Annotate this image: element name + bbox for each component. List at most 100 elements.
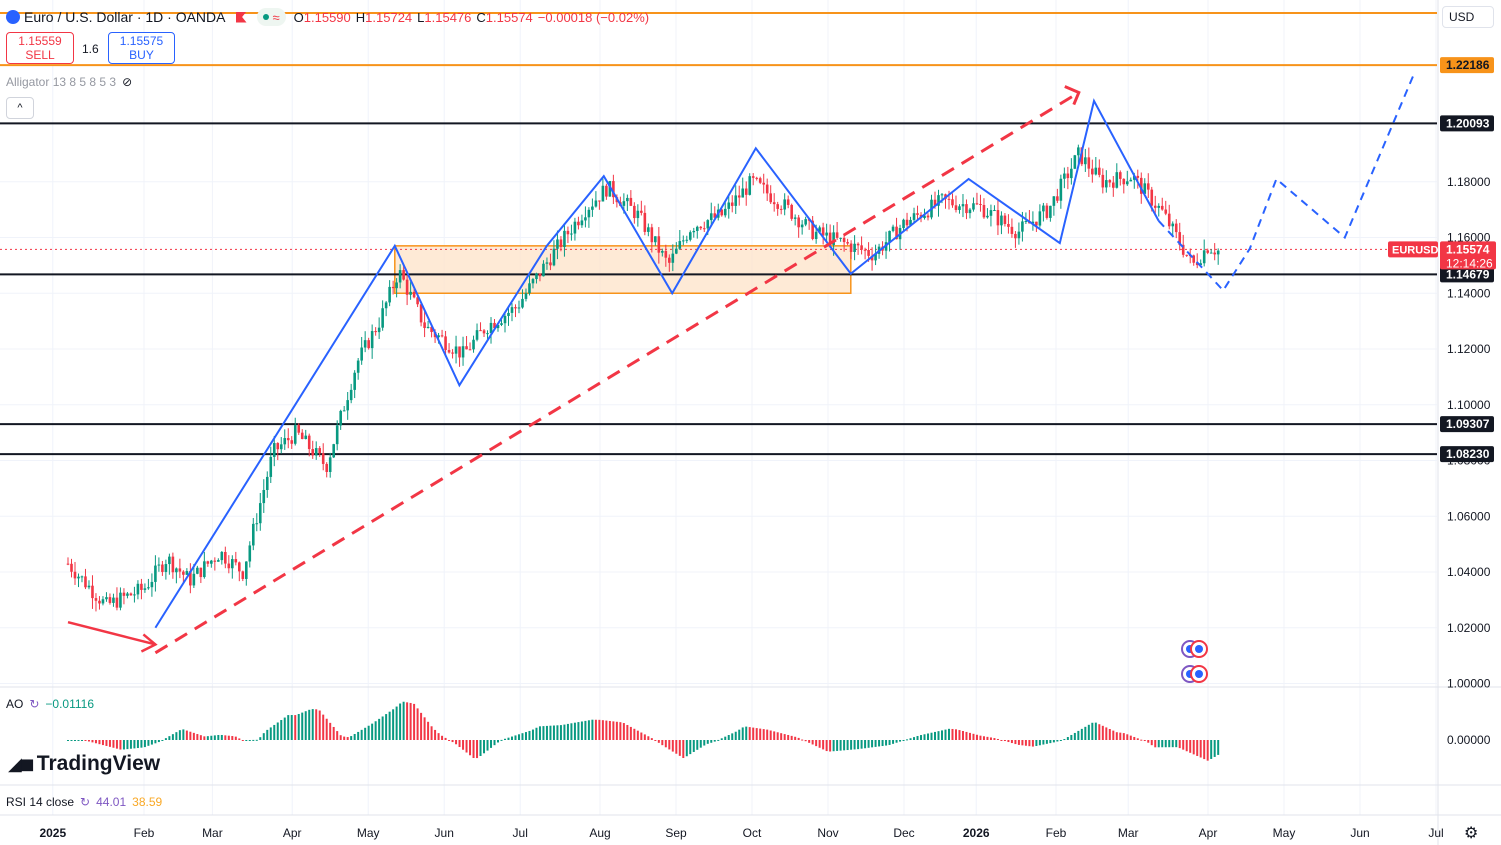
ao-bar (350, 736, 353, 740)
ao-bar (654, 740, 657, 741)
candle-body (1056, 196, 1059, 201)
y-tick-label: 1.12000 (1447, 342, 1491, 356)
ao-settings-icon[interactable]: ↻ (29, 697, 40, 711)
candle-body (1014, 233, 1017, 239)
sell-button[interactable]: 1.15559 SELL (6, 32, 74, 64)
ao-bar (1070, 734, 1073, 740)
candle-body (231, 559, 234, 569)
candle-body (909, 219, 912, 226)
ao-bar (115, 740, 118, 749)
candle-body (1000, 215, 1003, 226)
candle-body (346, 400, 349, 411)
y-tick-label: 1.00000 (1447, 677, 1491, 691)
rsi-settings-icon[interactable]: ↻ (80, 795, 91, 809)
candle-body (517, 307, 521, 309)
tradingview-mark-icon: ◢◼ (8, 753, 35, 774)
candle-body (503, 315, 507, 324)
flag-icon[interactable] (235, 11, 247, 23)
candle-body (1199, 263, 1203, 266)
ao-bar (196, 734, 199, 740)
trend-arrowhead (1064, 85, 1081, 106)
x-tick-label: Sep (665, 826, 687, 840)
candle-body (975, 203, 979, 205)
candle-body (986, 215, 989, 218)
candle-body (1010, 226, 1014, 234)
ao-bar (343, 736, 346, 740)
candle-body (430, 326, 433, 333)
ao-histogram (67, 701, 1220, 761)
ao-bar (1112, 730, 1115, 740)
ao-bar (885, 740, 888, 746)
ao-bar (304, 711, 307, 740)
candle-body (891, 226, 895, 231)
ao-bar (678, 740, 681, 756)
ao-bar (622, 723, 625, 740)
tradingview-logo[interactable]: ◢◼ TradingView (8, 752, 160, 776)
current-price-label: 1.15574 (1446, 242, 1490, 256)
candle-body (1150, 189, 1154, 206)
candle-body (842, 237, 846, 243)
ao-bar (1203, 740, 1206, 760)
eye-off-icon[interactable]: ⊘ (122, 75, 133, 89)
gear-icon[interactable]: ⚙ (1464, 825, 1479, 842)
candle-body (668, 257, 671, 263)
chevron-up-icon: ^ (17, 102, 23, 114)
ao-bar (87, 740, 90, 742)
candle-body (1181, 244, 1185, 255)
alligator-label: Alligator 13 8 5 8 5 3 (6, 75, 117, 89)
buy-button[interactable]: 1.15575 BUY (108, 32, 175, 64)
candle-body (192, 573, 196, 586)
ao-bar (521, 733, 524, 740)
ohlc-key: H (355, 9, 366, 25)
candle-body (535, 273, 538, 280)
market-status-pill[interactable]: ≈ (256, 8, 286, 26)
ao-bar (965, 731, 968, 740)
candle-body (1216, 250, 1220, 255)
ao-bar (727, 735, 730, 740)
ao-bar (1035, 740, 1038, 746)
ao-bar (692, 740, 695, 752)
zigzag-projection (1157, 75, 1415, 293)
ao-bar (643, 734, 646, 740)
ao-bar (996, 738, 999, 740)
ao-bar (920, 735, 923, 740)
ao-bar (67, 740, 69, 741)
ao-bar (1080, 728, 1083, 740)
candle-body (591, 206, 594, 210)
ao-bar (105, 740, 108, 746)
ao-bar (462, 740, 465, 750)
ao-bar (528, 730, 531, 740)
ao-bar (409, 702, 412, 740)
ao-bar (563, 724, 566, 740)
collapse-legend-button[interactable]: ^ (6, 97, 34, 119)
candle-body (332, 444, 335, 458)
globe-icon (6, 10, 20, 24)
ao-bar (280, 720, 283, 740)
candle-body (849, 243, 853, 252)
rsi-legend[interactable]: RSI 14 close ↻ 44.01 38.59 (6, 795, 162, 809)
level-tag-label: 1.09307 (1446, 417, 1490, 431)
candle-body (388, 286, 391, 303)
candle-body (912, 213, 916, 220)
candle-body (772, 202, 776, 205)
symbol-title[interactable]: Euro / U.S. Dollar · 1D · OANDA (24, 9, 226, 25)
candle-body (468, 349, 472, 351)
ao-bar (129, 740, 132, 749)
candle-body (1098, 167, 1101, 175)
currency-selector[interactable]: USD (1442, 6, 1494, 28)
candle-body (133, 594, 136, 596)
ao-legend[interactable]: AO ↻ −0.01116 (6, 697, 94, 711)
brand-name: TradingView (36, 752, 161, 775)
candle-body (545, 262, 549, 264)
ao-bar (437, 733, 440, 740)
alligator-legend[interactable]: Alligator 13 8 5 8 5 3 ⊘ (6, 75, 132, 89)
candle-body (874, 253, 877, 261)
ao-bar (276, 722, 279, 740)
candle-body (1031, 221, 1035, 224)
candle-body (800, 224, 804, 228)
candle-body (1118, 172, 1122, 179)
ao-bar (112, 740, 115, 748)
ao-bar (1136, 738, 1139, 740)
candle-body (839, 237, 842, 239)
